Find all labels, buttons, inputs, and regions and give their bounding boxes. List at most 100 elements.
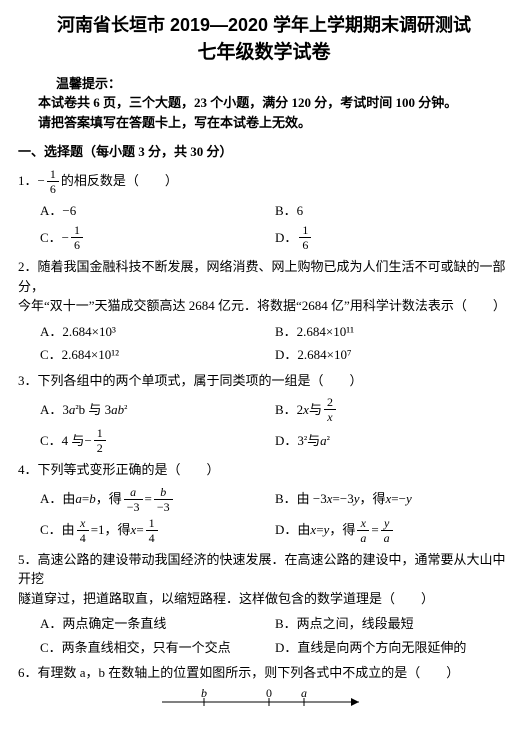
text: =−3 <box>333 489 354 509</box>
choice-label: B． <box>275 400 297 420</box>
choice-text: 直线是向两个方向无限延伸的 <box>297 638 466 658</box>
frac-den: 6 <box>71 238 83 251</box>
var: y <box>406 489 412 509</box>
frac-num: y <box>384 516 389 530</box>
q4-choice-d: D． 由 x=y，得 xa = ya <box>275 517 510 544</box>
choice-label: D． <box>275 431 297 451</box>
sup: ² <box>124 401 127 417</box>
frac-num: 1 <box>94 427 106 441</box>
frac-num: a <box>130 485 136 499</box>
q1-choice-a: A． −6 <box>40 201 275 221</box>
q3-choice-a: A． 3a²b 与 3ab² <box>40 396 275 423</box>
text: =1，得 <box>91 520 131 540</box>
frac-den: 4 <box>77 531 89 544</box>
frac-den: −3 <box>154 500 173 513</box>
choice-text: 2.684×10⁷ <box>297 345 351 365</box>
eq: = <box>316 520 323 540</box>
q1-stem: 1． − 1 6 的相反数是（ ） <box>18 168 178 195</box>
text: b 与 3 <box>79 400 112 420</box>
choice-text: 2.684×10¹¹ <box>297 322 354 342</box>
q6-stem: 6．有理数 a，b 在数轴上的位置如图所示，则下列各式中不成立的是（ ） <box>18 663 510 683</box>
choice-label: C． <box>40 520 62 540</box>
frac-num: 1 <box>71 224 83 238</box>
q5-choice-a: A．两点确定一条直线 <box>40 614 275 634</box>
choice-label: B． <box>275 614 297 634</box>
question-3: 3．下列各组中的两个单项式，属于同类项的一组是（ ） A． 3a²b 与 3ab… <box>18 371 510 455</box>
text: 由 <box>62 520 75 540</box>
tip-line-1: 本试卷共 6 页，三个大题，23 个小题，满分 120 分，考试时间 100 分… <box>38 93 510 113</box>
choice-text: 两条直线相交，只有一个交点 <box>62 638 231 658</box>
numline-b: b <box>201 687 207 700</box>
q3-choice-b: B． 2x 与 2x <box>275 396 510 423</box>
exam-title: 河南省长垣市 2019—2020 学年上学期期末调研测试 <box>18 12 510 39</box>
eq: = <box>145 489 152 509</box>
choice-label: A． <box>40 201 62 221</box>
question-4: 4．下列等式变形正确的是（ ） A． 由 a=b，得 a−3 = b−3 B． … <box>18 460 510 544</box>
choice-label: C． <box>40 345 62 365</box>
choice-text: 2.684×10³ <box>62 322 115 342</box>
q2-choice-d: D．2.684×10⁷ <box>275 345 510 365</box>
numline-a: a <box>301 687 307 700</box>
text: 4 与 <box>62 431 85 451</box>
frac-den: a <box>360 531 366 545</box>
q3-stem: 3．下列各组中的两个单项式，属于同类项的一组是（ ） <box>18 371 510 391</box>
text: =− <box>391 489 406 509</box>
q1-choice-d: D． 1 6 <box>275 224 510 251</box>
eq: = <box>82 489 89 509</box>
choice-label: B． <box>275 201 297 221</box>
choice-label: D． <box>275 638 297 658</box>
q5-line2: 隧道穿过，把道路取直，以缩短路程．这样做包含的数学道理是（ ） <box>18 589 510 609</box>
text: 由 <box>62 489 75 509</box>
text: 与 <box>309 400 322 420</box>
choice-text: −6 <box>62 201 76 221</box>
q4-stem: 4．下列等式变形正确的是（ ） <box>18 460 510 480</box>
q4-choice-c: C． 由 x4 =1，得 x= 14 <box>40 517 275 544</box>
choice-label: C． <box>40 638 62 658</box>
frac-num: 1 <box>299 224 311 238</box>
eq: = <box>371 520 378 540</box>
question-1: 1． − 1 6 的相反数是（ ） A． −6 B． 6 C． − <box>18 168 510 252</box>
question-6: 6．有理数 a，b 在数轴上的位置如图所示，则下列各式中不成立的是（ ） b 0… <box>18 663 510 722</box>
eq: = <box>136 520 143 540</box>
q5-choice-c: C．两条直线相交，只有一个交点 <box>40 638 275 658</box>
choice-label: A． <box>40 322 62 342</box>
q3-choice-c: C． 4 与 − 12 <box>40 427 275 454</box>
q2-choice-a: A．2.684×10³ <box>40 322 275 342</box>
frac-den: 2 <box>94 441 106 454</box>
q5-line1: 5．高速公路的建设带动我国经济的快速发展．在高速公路的建设中，通常要从大山中开挖 <box>18 550 510 589</box>
question-2: 2．随着我国金融科技不断发展，网络消费、网上购物已成为人们生活不可或缺的一部分，… <box>18 257 510 365</box>
number-line-figure: b 0 a <box>154 687 374 723</box>
frac-num: 2 <box>324 396 336 410</box>
sup: ² <box>327 432 330 448</box>
choice-text: 2.684×10¹² <box>62 345 119 365</box>
text: 与 <box>307 431 320 451</box>
choice-label: C． <box>40 431 62 451</box>
q1-num: 1． <box>18 171 38 191</box>
q1-frac-num: 1 <box>47 168 59 182</box>
q1-frac-den: 6 <box>47 182 59 195</box>
text: 由 −3 <box>297 489 327 509</box>
q2-line2: 今年“双十一”天猫成交额高达 2684 亿元．将数据“2684 亿”用科学计数法… <box>18 296 510 316</box>
warm-tip-label: 温馨提示： <box>56 74 510 94</box>
q5-choice-b: B．两点之间，线段最短 <box>275 614 510 634</box>
choice-label: C． <box>40 228 62 248</box>
neg: − <box>84 431 91 451</box>
frac-den: −3 <box>124 500 143 513</box>
q4-choice-b: B． 由 −3x=−3y，得 x=−y <box>275 486 510 513</box>
choice-label: D． <box>275 228 297 248</box>
section-1-heading: 一、选择题（每小题 3 分，共 30 分） <box>18 142 510 162</box>
q5-choice-d: D．直线是向两个方向无限延伸的 <box>275 638 510 658</box>
choice-label: B． <box>275 489 297 509</box>
choice-text: 两点确定一条直线 <box>62 614 166 634</box>
choice-text: 6 <box>297 201 304 221</box>
q1-choice-b: B． 6 <box>275 201 510 221</box>
q1-choice-c: C． − 1 6 <box>40 224 275 251</box>
q2-line1: 2．随着我国金融科技不断发展，网络消费、网上购物已成为人们生活不可或缺的一部分， <box>18 257 510 296</box>
exam-subtitle: 七年级数学试卷 <box>18 39 510 68</box>
text: ，得 <box>360 489 386 509</box>
q1-neg: − <box>38 171 45 191</box>
q4-choice-a: A． 由 a=b，得 a−3 = b−3 <box>40 486 275 513</box>
choice-label: D． <box>275 345 297 365</box>
tip-line-2: 请把答案填写在答题卡上，写在本试卷上无效。 <box>38 113 510 133</box>
frac-num: 1 <box>146 517 158 531</box>
